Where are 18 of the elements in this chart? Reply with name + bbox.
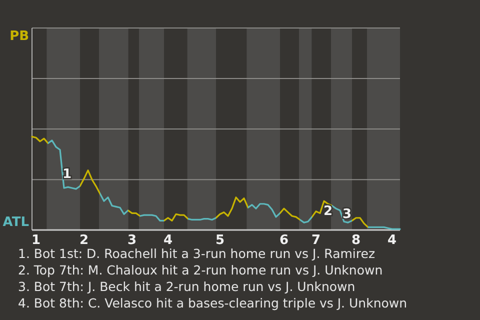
- text: ATL: [2, 215, 29, 230]
- annotation: 2: [323, 204, 333, 219]
- x-tick-label: 5: [215, 233, 225, 248]
- x-tick-label: 4: [387, 233, 397, 248]
- x-tick-label: 8: [351, 233, 361, 248]
- x-tick-label: 4: [163, 233, 173, 248]
- text: 2. Top 7th: M. Chaloux hit a 2-run home run vs J. Unknown: [18, 262, 383, 278]
- x-tick-label: 2: [79, 233, 89, 248]
- text: 3. Bot 7th: J. Beck hit a 2-run home run vs J. Unknown: [18, 279, 356, 294]
- x-tick-label: 6: [279, 233, 289, 248]
- text: 4. Bot 8th: C. Velasco hit a bases-clearing triple vs J. Unknown: [18, 296, 408, 310]
- text: PB: [10, 28, 29, 44]
- annotation: 1: [62, 166, 72, 182]
- annotation: 3: [342, 206, 352, 222]
- x-tick-label: 1: [31, 233, 41, 248]
- text: 1. Bot 1st: D. Roachell hit a 3-run home run vs J. Ramirez: [18, 246, 376, 261]
- x-tick-label: 7: [311, 233, 321, 248]
- x-tick-label: 3: [127, 233, 137, 248]
